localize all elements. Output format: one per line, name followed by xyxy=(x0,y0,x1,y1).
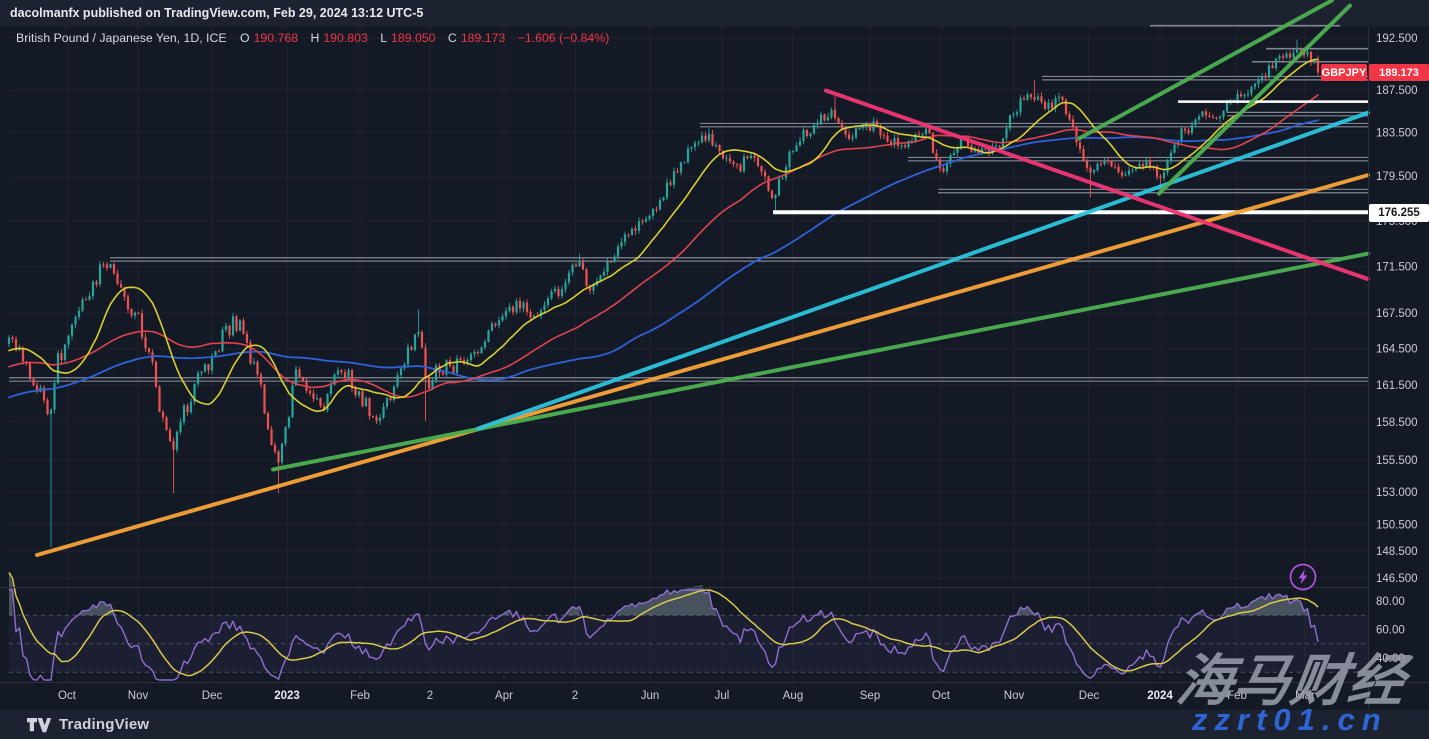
tradingview-logo-icon[interactable] xyxy=(27,717,51,733)
grid-lines xyxy=(9,27,1368,682)
svg-text:171.500: 171.500 xyxy=(1376,261,1418,273)
svg-text:Apr: Apr xyxy=(495,690,513,702)
publication-text: dacolmanfx published on TradingView.com,… xyxy=(10,6,424,20)
low-value: 189.050 xyxy=(391,31,436,45)
watermark-url: zzrt01.cn xyxy=(1192,702,1388,737)
svg-text:Dec: Dec xyxy=(202,690,223,702)
svg-text:Mar: Mar xyxy=(1295,690,1315,702)
svg-text:Jun: Jun xyxy=(641,690,660,702)
svg-text:146.500: 146.500 xyxy=(1376,573,1418,585)
moving-average-lines xyxy=(8,58,1319,413)
support-resistance-levels[interactable] xyxy=(9,24,1368,382)
svg-text:192.500: 192.500 xyxy=(1376,33,1418,45)
time-axis[interactable]: Oct Nov Dec 2023 Feb 2 Apr 2 Jun Jul Aug Sep Oct Nov D… xyxy=(58,690,1315,702)
level-176-tag: 176.255 xyxy=(1369,204,1429,222)
svg-text:153.000: 153.000 xyxy=(1376,487,1418,499)
svg-text:Dec: Dec xyxy=(1079,690,1100,702)
svg-text:Nov: Nov xyxy=(128,690,149,702)
svg-text:155.500: 155.500 xyxy=(1376,455,1418,467)
trend-lines[interactable] xyxy=(35,0,1370,557)
svg-text:2024: 2024 xyxy=(1147,690,1173,702)
svg-text:187.500: 187.500 xyxy=(1376,85,1418,97)
close-label: C xyxy=(447,31,457,45)
footer-bar: TradingView xyxy=(0,710,1429,739)
svg-text:Oct: Oct xyxy=(932,690,951,702)
svg-text:40.00: 40.00 xyxy=(1376,653,1405,665)
svg-text:2023: 2023 xyxy=(274,690,300,702)
svg-text:80.00: 80.00 xyxy=(1376,596,1405,608)
svg-text:161.500: 161.500 xyxy=(1376,380,1418,392)
key-levels-white[interactable] xyxy=(773,100,1368,215)
svg-text:2: 2 xyxy=(427,690,433,702)
symbol-title[interactable]: British Pound / Japanese Yen, 1D, ICE xyxy=(16,31,227,45)
open-value: 190.768 xyxy=(253,31,299,45)
svg-text:2: 2 xyxy=(572,690,578,702)
change-value: −1.606 (−0.84%) xyxy=(517,31,610,45)
high-value: 190.803 xyxy=(323,31,368,45)
price-tag-symbol: GBPJPY xyxy=(1321,64,1367,81)
svg-text:Feb: Feb xyxy=(350,690,370,702)
svg-text:167.500: 167.500 xyxy=(1376,308,1418,320)
price-tag-value: 189.173 xyxy=(1369,64,1429,81)
svg-text:60.00: 60.00 xyxy=(1376,625,1405,637)
svg-text:Sep: Sep xyxy=(860,690,880,702)
svg-text:Aug: Aug xyxy=(783,690,803,702)
tradingview-brand-label[interactable]: TradingView xyxy=(59,716,150,733)
rsi-indicator xyxy=(8,572,1319,681)
svg-text:Oct: Oct xyxy=(58,690,77,702)
svg-text:179.500: 179.500 xyxy=(1376,171,1418,183)
svg-text:183.500: 183.500 xyxy=(1376,128,1418,140)
svg-text:150.500: 150.500 xyxy=(1376,520,1418,532)
open-label: O xyxy=(239,31,250,45)
svg-text:Feb: Feb xyxy=(1227,690,1247,702)
high-label: H xyxy=(310,31,320,45)
pane-separators xyxy=(0,27,1429,710)
rsi-band xyxy=(9,614,1368,673)
low-label: L xyxy=(380,31,388,45)
flash-publish-icon[interactable] xyxy=(1287,561,1319,598)
svg-text:164.500: 164.500 xyxy=(1376,344,1418,356)
price-axis[interactable]: 192.500187.500183.500179.500175.500171.5… xyxy=(1376,33,1418,665)
close-value: 189.173 xyxy=(460,31,506,45)
svg-text:148.500: 148.500 xyxy=(1376,546,1418,558)
svg-text:158.500: 158.500 xyxy=(1376,417,1418,429)
svg-text:Jul: Jul xyxy=(715,690,730,702)
publication-bar: dacolmanfx published on TradingView.com,… xyxy=(0,0,1429,27)
svg-text:Nov: Nov xyxy=(1004,690,1025,702)
